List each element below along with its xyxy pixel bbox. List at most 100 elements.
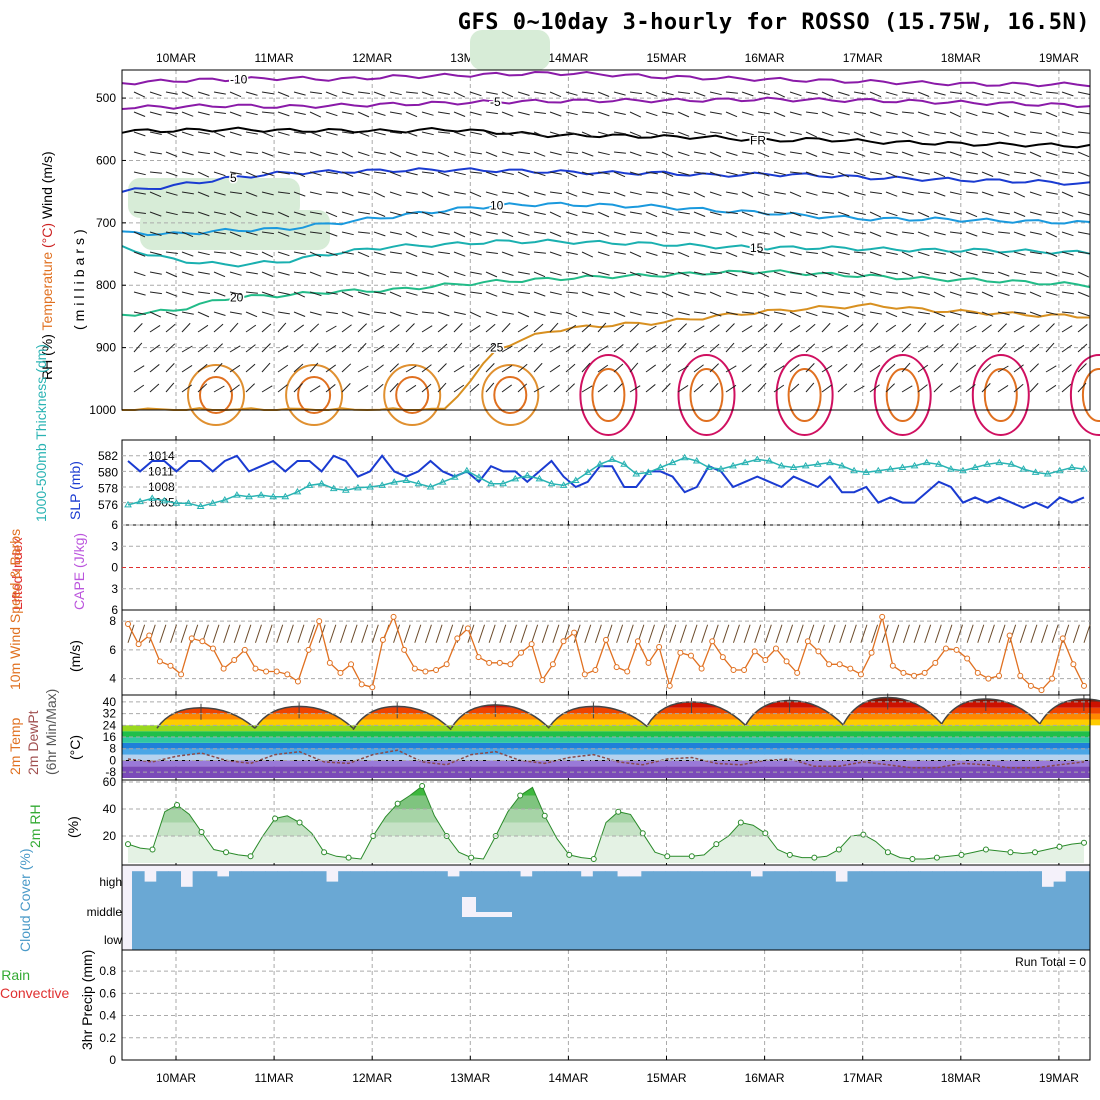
temp-warm-band bbox=[549, 719, 648, 726]
cloud-high-bar bbox=[216, 876, 230, 892]
wind-barb bbox=[789, 191, 802, 198]
wind-barb bbox=[309, 151, 322, 157]
wind-barb bbox=[885, 344, 896, 353]
cloud-high-bar bbox=[507, 871, 521, 892]
wind-barb bbox=[549, 384, 560, 393]
wind-barb bbox=[389, 151, 402, 158]
isotherm-line bbox=[121, 126, 1091, 149]
wind-barb bbox=[421, 251, 434, 256]
wind-barb bbox=[949, 231, 962, 234]
isotherm-label: -5 bbox=[490, 95, 501, 109]
wind-tick: 8 bbox=[109, 614, 116, 628]
wind-barb bbox=[1061, 211, 1074, 217]
wind-barb bbox=[181, 311, 194, 315]
wind-barb bbox=[149, 344, 161, 353]
wind-barb bbox=[789, 383, 800, 393]
wind-barb bbox=[629, 362, 639, 373]
wind-barb bbox=[149, 131, 162, 135]
warm-contour bbox=[591, 368, 626, 422]
wind-point bbox=[496, 659, 503, 666]
wind-barb bbox=[789, 211, 802, 217]
wind-barb bbox=[597, 251, 610, 257]
wind-barb bbox=[837, 251, 850, 256]
wind-barb bbox=[981, 151, 994, 158]
wind-barb bbox=[581, 191, 594, 196]
wind-barb bbox=[277, 151, 290, 156]
wind-barb-10m bbox=[648, 624, 655, 643]
wind-barb bbox=[885, 191, 898, 197]
wind-barb-10m bbox=[552, 624, 560, 643]
rh-point bbox=[517, 792, 524, 799]
wind-barb bbox=[597, 322, 607, 333]
wind-barb bbox=[1061, 364, 1072, 373]
wind-barb bbox=[965, 131, 978, 136]
temp-warm-band bbox=[843, 719, 942, 726]
wind-barb bbox=[1061, 191, 1074, 198]
wind-barb bbox=[693, 383, 704, 393]
wind-barb bbox=[693, 325, 705, 333]
isotherm-line bbox=[121, 269, 1091, 317]
cloud-high-bar bbox=[859, 871, 873, 892]
wind-barb bbox=[997, 251, 1010, 258]
wind-barb bbox=[341, 171, 354, 177]
wind-barb bbox=[965, 91, 978, 97]
wind-barb bbox=[741, 271, 754, 275]
wind-barb bbox=[133, 131, 146, 137]
wind-barb bbox=[613, 191, 626, 197]
wind-barb bbox=[997, 311, 1010, 316]
wind-barb bbox=[997, 342, 1007, 353]
wind-barb bbox=[533, 191, 546, 196]
wind-barb-10m bbox=[584, 624, 592, 643]
wind-barb bbox=[1013, 271, 1026, 276]
wind-barb bbox=[1013, 311, 1026, 314]
wind-barb bbox=[741, 383, 752, 393]
wind-barb bbox=[469, 151, 482, 155]
wind-barb bbox=[869, 384, 880, 393]
wind-barb bbox=[453, 342, 463, 353]
cloud-high-bar bbox=[883, 871, 897, 892]
temp-warm-band bbox=[451, 719, 550, 726]
wind-barb bbox=[1029, 111, 1042, 115]
cloud-high-bar bbox=[1029, 871, 1042, 892]
wind-point bbox=[772, 645, 779, 652]
wind-barb bbox=[261, 231, 274, 235]
temp-warm-band bbox=[941, 719, 1040, 726]
wind-barb bbox=[485, 382, 495, 393]
wind-barb bbox=[389, 171, 402, 177]
wind-barb bbox=[197, 91, 210, 96]
wind-barb bbox=[869, 131, 882, 136]
wind-barb bbox=[901, 91, 914, 95]
rh-point bbox=[958, 851, 965, 858]
wind-barb-10m bbox=[743, 624, 751, 643]
wind-barb bbox=[405, 323, 415, 333]
temp-warm-band bbox=[941, 707, 1040, 714]
wind-barb bbox=[613, 151, 626, 154]
wind-barb bbox=[229, 91, 242, 98]
wind-barb bbox=[469, 251, 482, 256]
wind-barb bbox=[485, 291, 498, 297]
wind-barb bbox=[597, 231, 610, 237]
date-label-top: 19MAR bbox=[1039, 51, 1079, 65]
wind-barb bbox=[821, 111, 834, 117]
wind-barb bbox=[853, 111, 866, 114]
wind-barb bbox=[437, 311, 450, 317]
wind-barb-10m bbox=[265, 624, 273, 643]
wind-barb bbox=[437, 251, 450, 255]
wind-barb bbox=[405, 131, 418, 137]
wind-barb bbox=[485, 191, 498, 196]
wind-barb bbox=[181, 384, 193, 393]
wind-barb bbox=[1045, 384, 1057, 393]
wind-barb bbox=[261, 111, 274, 114]
wind-barb bbox=[1013, 131, 1026, 136]
wind-barb bbox=[325, 191, 338, 194]
wind-barb bbox=[709, 324, 720, 333]
wind-barb bbox=[949, 343, 959, 353]
temp-warm-band bbox=[353, 707, 452, 714]
wind-barb bbox=[565, 383, 575, 393]
wind-barb bbox=[453, 111, 466, 117]
wind-barb bbox=[357, 251, 370, 258]
wind-barb bbox=[789, 111, 802, 116]
wind-barb bbox=[357, 211, 370, 215]
wind-barb bbox=[741, 311, 754, 314]
wind-barb bbox=[133, 211, 146, 214]
